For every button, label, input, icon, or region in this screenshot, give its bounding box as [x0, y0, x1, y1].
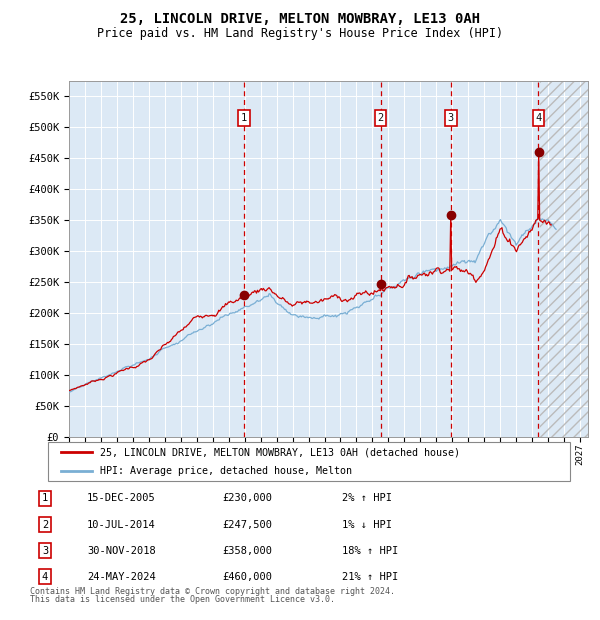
Text: £358,000: £358,000 — [222, 546, 272, 556]
Text: 2: 2 — [377, 113, 384, 123]
Text: Price paid vs. HM Land Registry's House Price Index (HPI): Price paid vs. HM Land Registry's House … — [97, 27, 503, 40]
Text: 21% ↑ HPI: 21% ↑ HPI — [342, 572, 398, 582]
Text: 24-MAY-2024: 24-MAY-2024 — [87, 572, 156, 582]
Text: £247,500: £247,500 — [222, 520, 272, 529]
Text: 25, LINCOLN DRIVE, MELTON MOWBRAY, LE13 0AH: 25, LINCOLN DRIVE, MELTON MOWBRAY, LE13 … — [120, 12, 480, 27]
Text: 30-NOV-2018: 30-NOV-2018 — [87, 546, 156, 556]
Text: 3: 3 — [448, 113, 454, 123]
Text: HPI: Average price, detached house, Melton: HPI: Average price, detached house, Melt… — [100, 466, 352, 476]
Text: 10-JUL-2014: 10-JUL-2014 — [87, 520, 156, 529]
Text: £230,000: £230,000 — [222, 494, 272, 503]
Text: 4: 4 — [42, 572, 48, 582]
Text: Contains HM Land Registry data © Crown copyright and database right 2024.: Contains HM Land Registry data © Crown c… — [30, 587, 395, 596]
Bar — [540, 81, 588, 437]
Text: 1: 1 — [42, 494, 48, 503]
Text: 4: 4 — [535, 113, 542, 123]
Text: 15-DEC-2005: 15-DEC-2005 — [87, 494, 156, 503]
Text: 25, LINCOLN DRIVE, MELTON MOWBRAY, LE13 0AH (detached house): 25, LINCOLN DRIVE, MELTON MOWBRAY, LE13 … — [100, 448, 460, 458]
Text: 1: 1 — [241, 113, 247, 123]
Text: 2: 2 — [42, 520, 48, 529]
Text: 1% ↓ HPI: 1% ↓ HPI — [342, 520, 392, 529]
Text: This data is licensed under the Open Government Licence v3.0.: This data is licensed under the Open Gov… — [30, 595, 335, 604]
Text: £460,000: £460,000 — [222, 572, 272, 582]
Text: 18% ↑ HPI: 18% ↑ HPI — [342, 546, 398, 556]
Text: 2% ↑ HPI: 2% ↑ HPI — [342, 494, 392, 503]
Text: 3: 3 — [42, 546, 48, 556]
